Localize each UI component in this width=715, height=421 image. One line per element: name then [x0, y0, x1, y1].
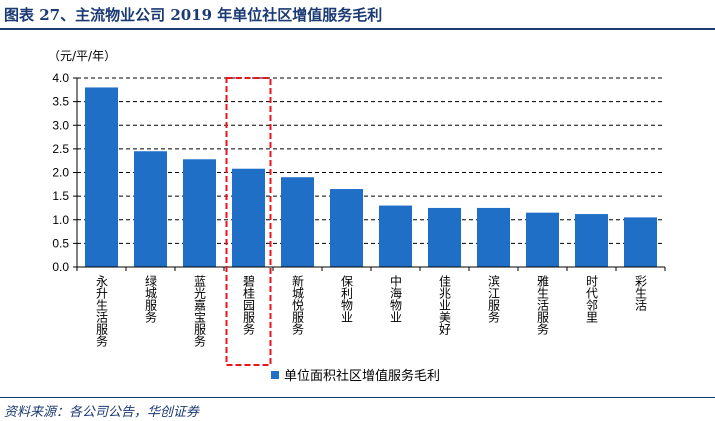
- x-category-label: 绿城服务: [144, 274, 158, 323]
- x-category-label: 永升生活服务: [95, 275, 109, 347]
- y-tick-label: 0.0: [52, 260, 69, 274]
- bar-12: [624, 217, 657, 267]
- y-tick-label: 2.0: [52, 166, 69, 180]
- source-note: 资料来源：各公司公告，华创证券: [4, 405, 200, 420]
- x-category-label: 新城悦服务: [291, 274, 305, 335]
- x-category-label: 中海物业: [389, 274, 403, 323]
- y-tick-label: 3.5: [52, 95, 69, 109]
- title-divider: [0, 28, 715, 30]
- bar-1: [85, 87, 118, 267]
- y-tick-label: 4.0: [52, 71, 69, 85]
- x-category-label: 雅生活服务: [536, 274, 550, 335]
- x-category-label: 保利物业: [340, 275, 354, 323]
- highlight-box: [225, 77, 272, 366]
- x-category-label: 滨江服务: [487, 274, 501, 323]
- x-category-label: 佳兆业美好: [438, 275, 452, 336]
- x-category-label: 蓝光嘉宝服务: [193, 275, 207, 347]
- x-category-label: 彩生活: [634, 275, 648, 311]
- bar-10: [526, 212, 559, 267]
- y-axis-unit: （元/平/年）: [48, 49, 117, 63]
- bar-6: [330, 189, 363, 267]
- bar-4: [232, 168, 265, 267]
- legend-label: 单位面积社区增值服务毛利: [284, 368, 440, 384]
- bar-2: [134, 151, 167, 267]
- x-category-label: 碧桂园服务: [242, 275, 256, 335]
- page-title: 图表 27、主流物业公司 2019 年单位社区增值服务毛利: [4, 6, 383, 24]
- bar-7: [379, 205, 412, 267]
- footer-divider: [0, 397, 715, 398]
- bar-3: [183, 159, 216, 267]
- y-tick-label: 1.0: [52, 213, 69, 227]
- legend-swatch: [271, 371, 279, 379]
- bar-9: [477, 207, 510, 267]
- x-category-label: 时代邻里: [585, 275, 599, 323]
- y-tick-label: 1.5: [52, 189, 69, 203]
- y-tick-label: 3.0: [52, 118, 69, 132]
- bar-11: [575, 214, 608, 267]
- bar-5: [281, 177, 314, 267]
- y-tick-label: 0.5: [52, 236, 69, 250]
- bar-8: [428, 207, 461, 267]
- y-tick-label: 2.5: [52, 142, 69, 156]
